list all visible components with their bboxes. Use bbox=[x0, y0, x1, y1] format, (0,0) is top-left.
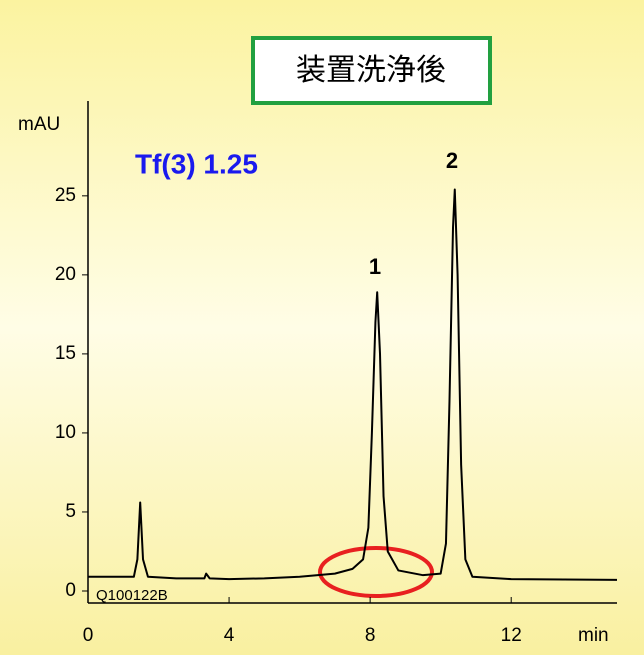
y-tick-label: 25 bbox=[55, 185, 76, 206]
y-tick-label: 10 bbox=[55, 422, 76, 443]
sample-id: Q100122B bbox=[96, 587, 168, 604]
peak-label: 1 bbox=[369, 254, 381, 279]
y-tick-label: 0 bbox=[65, 580, 76, 601]
x-tick-label: 4 bbox=[224, 625, 235, 646]
x-tick-label: 12 bbox=[501, 625, 522, 646]
trace bbox=[88, 188, 618, 581]
x-tick-label: 8 bbox=[365, 625, 376, 646]
y-tick-label: 20 bbox=[55, 264, 76, 285]
y-axis-label: mAU bbox=[18, 114, 60, 135]
highlight-ellipse bbox=[318, 546, 434, 598]
x-tick-label: 0 bbox=[83, 625, 94, 646]
x-axis-label: min bbox=[578, 625, 609, 646]
y-tick-label: 15 bbox=[55, 343, 76, 364]
subtitle: Tf(3) 1.25 bbox=[135, 148, 258, 179]
peak-label: 2 bbox=[446, 148, 458, 173]
chart-title: 装置洗浄後 bbox=[296, 54, 446, 87]
title-box bbox=[251, 36, 492, 105]
y-tick-label: 5 bbox=[65, 501, 76, 522]
